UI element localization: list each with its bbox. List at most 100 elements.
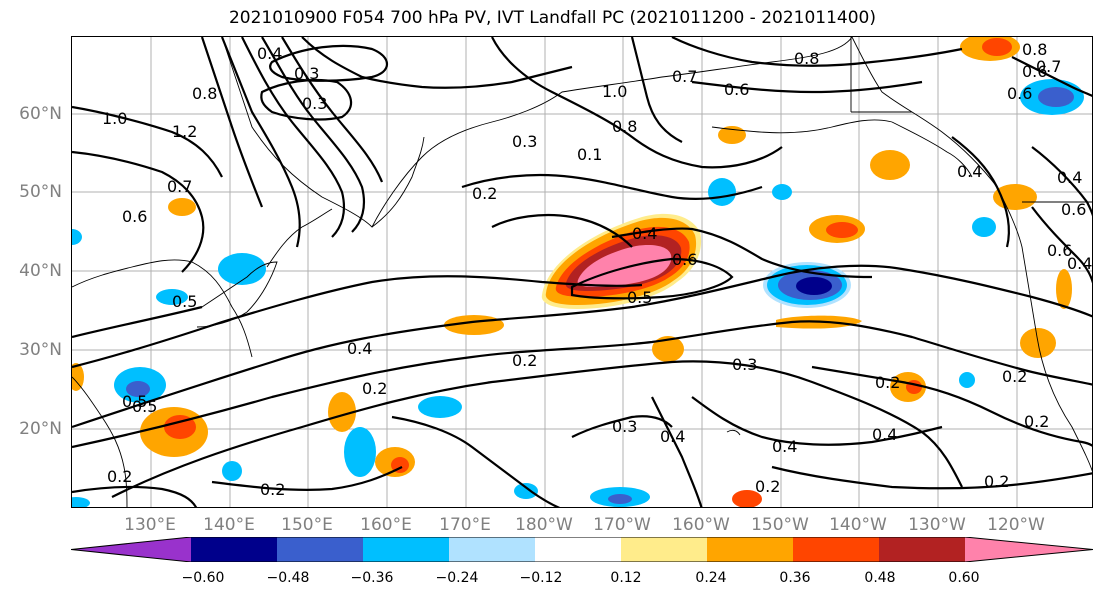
contour-label-0-5-japan: 0.5 (172, 292, 197, 311)
pv-contour-0.3-d (571, 415, 673, 438)
contour-label-0-3-north: 0.3 (294, 64, 319, 83)
colorbar-right-extension (965, 537, 1093, 562)
lat-label-50n: 50°N (19, 182, 62, 202)
pv-contour-0.3-c (651, 396, 703, 507)
colorbar-tick-6: 0.12 (610, 570, 642, 586)
shade-positive-blob-5-core (164, 415, 196, 439)
pv-contour-0.4-a (72, 264, 1092, 429)
colorbar-tick-4: −0.24 (435, 570, 479, 586)
lon-label-170w: 170°W (593, 515, 651, 535)
lat-label-20n: 20°N (19, 419, 62, 439)
pv-contour-0.3-b (491, 37, 783, 169)
lat-label-60n: 60°N (19, 104, 62, 124)
lon-label-130e: 130°E (124, 515, 176, 535)
contour-label-0-8-central: 0.8 (612, 117, 637, 136)
shade-negative-blob-15 (72, 497, 90, 507)
pv-contour-0.6-c (281, 37, 384, 183)
coast-kamchatka (371, 136, 425, 228)
contour-label-1-2-west: 1.2 (172, 122, 197, 141)
shade-positive-blob-16 (718, 126, 746, 144)
contour-label-0-4-mid: 0.4 (347, 339, 372, 358)
coast-kuril (266, 208, 333, 268)
shade-negative-blob-10 (514, 483, 538, 499)
contour-label-0-4-east: 0.4 (872, 425, 897, 444)
colorbar-cell-5 (535, 537, 622, 562)
pv-contour-0.6-a (72, 305, 203, 339)
contour-label-0-2-central: 0.2 (472, 184, 497, 203)
lon-label-130w: 130°W (908, 515, 966, 535)
pv-contour-0.7-c (1011, 56, 1092, 97)
pv-contour-0.9-a (220, 37, 301, 248)
pv-contour-0.8-a (241, 37, 346, 238)
shade-negative-blob-6 (772, 184, 792, 200)
pv-contour-0.6-b (611, 227, 873, 279)
pv-contour-1.0-b (72, 105, 223, 178)
colorbar-cell-3 (363, 537, 450, 562)
map-canvas: 0.4 0.3 0.2 0.2 0.5 1.0 1.2 0.8 0.7 0.6 … (72, 37, 1092, 507)
colorbar-cell-7 (707, 537, 794, 562)
colorbar-tick-10: 0.60 (948, 570, 980, 586)
contour-label-0-4-east-coast: 0.4 (1057, 168, 1082, 187)
contour-label-0-4-south: 0.4 (660, 427, 685, 446)
lat-label-30n: 30°N (19, 340, 62, 360)
pv-contour-0.7-b (72, 150, 205, 273)
shade-negative-blob-5 (708, 178, 736, 206)
pv-contour-0.8-b (630, 37, 683, 143)
pv-contour-0.2-d (771, 465, 1092, 490)
shade-positive-blob-4 (652, 336, 684, 362)
shade-negative-blob-9-core (608, 494, 632, 504)
colorbar-tick-3: −0.36 (350, 570, 394, 586)
colorbar-cell-4 (449, 537, 536, 562)
contour-label-0-6-east-coast: 0.6 (1061, 200, 1086, 219)
contour-label-0-6-north-east: 0.6 (724, 80, 749, 99)
contour-label-0-2-far-east: 0.2 (1002, 367, 1027, 386)
shade-positive-blob-15 (168, 198, 196, 216)
contour-label-0-4-north: 0.4 (257, 44, 282, 63)
contour-label-0-2-south-central: 0.2 (755, 477, 780, 496)
contour-label-0-6-east-coast-b: 0.6 (1047, 241, 1072, 260)
lon-label-150e: 150°E (281, 515, 333, 535)
shade-positive-main-core (577, 245, 672, 287)
colorbar-cell-2 (277, 537, 364, 562)
pv-contour-0.4-b (491, 213, 633, 248)
pv-contour-0.2-f (391, 415, 561, 507)
map-title: 2021010900 F054 700 hPa PV, IVT Landfall… (228, 8, 876, 28)
contour-label-0-7-central: 0.7 (672, 67, 697, 86)
contour-label-0-6-west: 0.6 (122, 207, 147, 226)
shade-positive-blob-7 (328, 392, 356, 432)
contour-label-0-6-northeast: 0.6 (1022, 62, 1047, 81)
coast-hawaii (726, 429, 741, 436)
shade-positive-blob-9 (870, 150, 910, 180)
pv-contour-0.6-f (1031, 206, 1092, 284)
lon-label-120w: 120°W (987, 515, 1045, 535)
contour-label-0-3-south: 0.3 (612, 417, 637, 436)
colorbar-tick-2: −0.48 (266, 570, 310, 586)
pv-contour-0.4-d (691, 396, 943, 446)
shade-positive-blob-10 (993, 184, 1037, 210)
shade-negative-blob-3 (418, 396, 462, 418)
colorbar (71, 537, 1093, 562)
colorbar-cell-8 (793, 537, 880, 562)
colorbar-tick-9: 0.48 (864, 570, 896, 586)
contour-label-0-3-central: 0.3 (512, 132, 537, 151)
colorbar-left-extension (71, 537, 191, 562)
contour-labels: 0.4 0.3 0.2 0.2 0.5 1.0 1.2 0.8 0.7 0.6 … (102, 40, 1092, 499)
shade-negative-blob-7 (972, 217, 996, 237)
map-panel: 0.4 0.3 0.2 0.2 0.5 1.0 1.2 0.8 0.7 0.6 … (71, 36, 1093, 508)
contour-label-0-8-west: 0.8 (192, 84, 217, 103)
contour-label-1-0-west: 1.0 (102, 109, 127, 128)
contour-label-0-7-west: 0.7 (167, 177, 192, 196)
lon-label-160e: 160°E (360, 515, 412, 535)
pv-contour-1.0-a (200, 37, 264, 208)
colorbar-cell-9 (879, 537, 966, 562)
lon-label-160w: 160°W (672, 515, 730, 535)
contour-label-0-4-alaska: 0.4 (957, 162, 982, 181)
contour-label-0-3-east-mid: 0.3 (732, 355, 757, 374)
lon-label-140w: 140°W (829, 515, 887, 535)
lat-label-40n: 40°N (19, 261, 62, 281)
contour-label-0-5-main: 0.5 (627, 288, 652, 307)
contour-label-0-8-north-east: 0.8 (794, 49, 819, 68)
lon-label-140e: 140°E (203, 515, 255, 535)
shade-negative-blob-14 (72, 229, 82, 245)
coast-north-america (851, 37, 1092, 472)
